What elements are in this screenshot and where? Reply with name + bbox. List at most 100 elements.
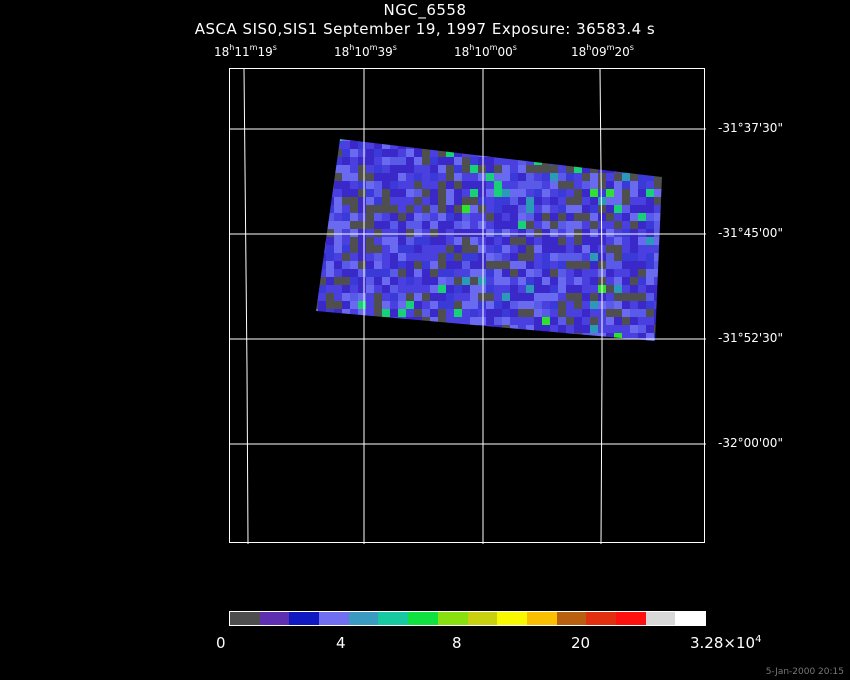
exposure-pixel xyxy=(486,245,494,253)
exposure-pixel xyxy=(582,301,590,309)
exposure-pixel xyxy=(622,309,630,317)
exposure-pixel xyxy=(438,229,446,237)
exposure-pixel xyxy=(606,293,614,301)
exposure-pixel xyxy=(470,165,478,173)
exposure-pixel xyxy=(558,317,566,325)
exposure-pixel xyxy=(318,325,326,333)
exposure-pixel xyxy=(574,229,582,237)
exposure-pixel xyxy=(502,173,510,181)
exposure-pixel xyxy=(382,157,390,165)
exposure-pixel xyxy=(478,277,486,285)
exposure-pixel xyxy=(630,309,638,317)
exposure-pixel xyxy=(478,341,486,349)
exposure-pixel xyxy=(478,197,486,205)
exposure-pixel xyxy=(518,165,526,173)
exposure-pixel xyxy=(422,301,430,309)
exposure-pixel xyxy=(318,285,326,293)
exposure-pixel xyxy=(446,317,454,325)
exposure-pixel xyxy=(454,285,462,293)
exposure-pixel xyxy=(390,237,398,245)
exposure-pixel xyxy=(438,165,446,173)
exposure-pixel xyxy=(662,325,670,333)
exposure-pixel xyxy=(630,149,638,157)
exposure-pixel xyxy=(550,293,558,301)
exposure-pixel xyxy=(438,317,446,325)
exposure-pixel xyxy=(550,261,558,269)
exposure-pixel xyxy=(622,221,630,229)
exposure-pixel xyxy=(478,325,486,333)
exposure-pixel xyxy=(414,173,422,181)
exposure-pixel xyxy=(486,261,494,269)
exposure-pixel xyxy=(486,325,494,333)
exposure-pixel xyxy=(526,173,534,181)
exposure-pixel xyxy=(478,285,486,293)
exposure-pixel xyxy=(358,261,366,269)
exposure-pixel xyxy=(374,341,382,349)
exposure-pixel xyxy=(318,197,326,205)
exposure-pixel xyxy=(414,221,422,229)
exposure-pixel xyxy=(510,229,518,237)
exposure-pixel xyxy=(526,141,534,149)
exposure-pixel xyxy=(662,269,670,277)
exposure-pixel xyxy=(422,165,430,173)
exposure-pixel xyxy=(574,341,582,349)
exposure-pixel xyxy=(486,277,494,285)
exposure-pixel xyxy=(558,341,566,349)
exposure-pixel xyxy=(510,221,518,229)
exposure-pixel xyxy=(398,261,406,269)
exposure-pixel xyxy=(558,245,566,253)
exposure-pixel xyxy=(358,189,366,197)
exposure-pixel xyxy=(486,317,494,325)
exposure-pixel xyxy=(518,213,526,221)
exposure-pixel xyxy=(630,277,638,285)
exposure-pixel xyxy=(518,261,526,269)
exposure-pixel xyxy=(316,165,318,173)
exposure-pixel xyxy=(470,269,478,277)
exposure-pixel xyxy=(478,269,486,277)
observation-subtitle: ASCA SIS0,SIS1 September 19, 1997 Exposu… xyxy=(194,20,656,38)
exposure-pixel xyxy=(526,165,534,173)
exposure-pixel xyxy=(318,141,326,149)
exposure-pixel xyxy=(582,157,590,165)
exposure-pixel xyxy=(438,237,446,245)
exposure-pixel xyxy=(590,141,598,149)
exposure-pixel xyxy=(542,139,550,141)
exposure-pixel xyxy=(614,173,622,181)
exposure-pixel xyxy=(614,253,622,261)
exposure-pixel xyxy=(438,277,446,285)
exposure-pixel xyxy=(614,285,622,293)
object-title: NGC_6558 xyxy=(383,1,467,19)
exposure-pixel xyxy=(334,253,342,261)
exposure-pixel xyxy=(334,309,342,317)
exposure-pixel xyxy=(502,141,510,149)
exposure-pixel xyxy=(374,173,382,181)
exposure-pixel xyxy=(558,141,566,149)
exposure-pixel xyxy=(478,301,486,309)
exposure-pixel xyxy=(534,237,542,245)
exposure-pixel xyxy=(494,325,502,333)
exposure-pixel xyxy=(350,261,358,269)
exposure-pixel xyxy=(558,237,566,245)
exposure-pixel xyxy=(558,149,566,157)
exposure-pixel xyxy=(406,333,414,341)
dec-tick-label: -31°52'30" xyxy=(718,331,783,345)
exposure-pixel xyxy=(478,181,486,189)
exposure-pixel xyxy=(462,213,470,221)
exposure-pixel xyxy=(558,221,566,229)
exposure-pixel xyxy=(398,181,406,189)
exposure-pixel xyxy=(462,141,470,149)
exposure-pixel xyxy=(566,301,574,309)
exposure-pixel xyxy=(542,189,550,197)
exposure-pixel xyxy=(614,261,622,269)
exposure-pixel xyxy=(526,253,534,261)
exposure-pixel xyxy=(486,149,494,157)
exposure-pixel xyxy=(438,221,446,229)
exposure-pixel xyxy=(630,325,638,333)
exposure-pixel xyxy=(316,285,318,293)
exposure-pixel xyxy=(534,245,542,253)
exposure-pixel xyxy=(526,189,534,197)
exposure-pixel xyxy=(398,277,406,285)
exposure-pixel xyxy=(326,237,334,245)
exposure-pixel xyxy=(470,253,478,261)
colorbar-swatch xyxy=(348,612,379,625)
